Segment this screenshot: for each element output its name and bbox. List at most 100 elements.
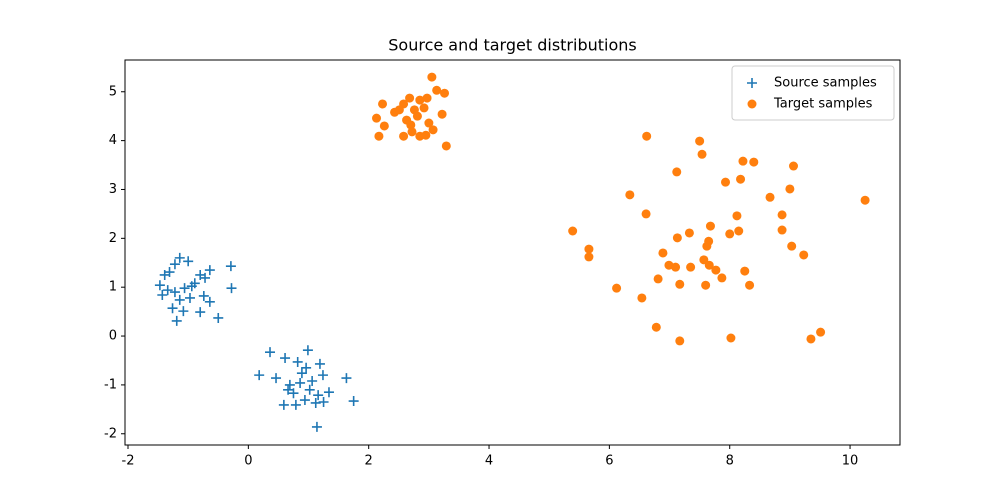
plus-marker bbox=[225, 261, 236, 272]
x-tick-label: 0 bbox=[244, 454, 252, 469]
circle-marker bbox=[671, 262, 681, 272]
circle-marker bbox=[399, 131, 409, 141]
circle-marker bbox=[584, 252, 594, 262]
circle-marker bbox=[415, 95, 425, 105]
circle-marker bbox=[612, 283, 622, 293]
plus-marker bbox=[167, 303, 178, 314]
circle-marker bbox=[860, 195, 870, 205]
plus-marker bbox=[299, 395, 310, 406]
plus-marker bbox=[195, 307, 206, 318]
x-tick-label: 6 bbox=[605, 454, 613, 469]
circle-marker bbox=[658, 248, 668, 258]
circle-marker bbox=[419, 103, 429, 113]
plus-marker bbox=[174, 252, 185, 263]
circle-marker bbox=[788, 161, 798, 171]
circle-marker bbox=[701, 280, 711, 290]
plus-marker bbox=[179, 283, 190, 294]
circle-marker bbox=[738, 156, 748, 166]
circle-marker bbox=[697, 149, 707, 159]
plus-marker bbox=[288, 388, 299, 399]
circle-marker bbox=[717, 273, 727, 283]
circle-marker bbox=[422, 93, 432, 103]
y-tick-label: 2 bbox=[109, 231, 117, 246]
legend-box bbox=[731, 65, 895, 121]
plus-marker bbox=[317, 370, 328, 381]
circle-marker bbox=[432, 85, 442, 95]
circle-marker bbox=[437, 109, 447, 119]
plus-marker bbox=[164, 267, 175, 278]
circle-marker bbox=[584, 244, 594, 254]
circle-marker bbox=[642, 131, 652, 141]
plus-marker bbox=[162, 285, 173, 296]
y-tick-label: -1 bbox=[104, 377, 117, 392]
circle-marker bbox=[734, 226, 744, 236]
plus-marker bbox=[213, 312, 224, 323]
axes-frame bbox=[124, 59, 901, 446]
circle-marker bbox=[726, 333, 736, 343]
circle-marker bbox=[625, 190, 635, 200]
circle-marker bbox=[372, 113, 382, 123]
circle-marker bbox=[711, 265, 721, 275]
circle-marker bbox=[732, 211, 742, 221]
circle-marker bbox=[684, 228, 694, 238]
x-tick-label: 2 bbox=[365, 454, 373, 469]
circle-marker bbox=[378, 99, 388, 109]
plus-marker bbox=[154, 280, 165, 291]
circle-marker bbox=[412, 111, 422, 121]
y-tick-label: 5 bbox=[109, 84, 117, 99]
circle-marker bbox=[799, 250, 809, 260]
circle-marker bbox=[785, 184, 795, 194]
y-tick-label: 3 bbox=[109, 182, 117, 197]
plus-marker bbox=[169, 287, 180, 298]
circle-marker bbox=[705, 221, 715, 231]
plus-marker bbox=[171, 315, 182, 326]
circle-marker bbox=[736, 174, 746, 184]
circle-marker bbox=[721, 177, 731, 187]
circle-marker bbox=[675, 336, 685, 346]
plus-marker bbox=[200, 272, 211, 283]
plus-marker bbox=[157, 290, 168, 301]
plus-marker bbox=[198, 290, 209, 301]
y-tick-label: 0 bbox=[109, 329, 117, 344]
plus-marker bbox=[186, 281, 197, 292]
plus-marker bbox=[278, 399, 289, 410]
plus-marker bbox=[280, 353, 291, 364]
plus-marker bbox=[313, 390, 324, 401]
y-tick-label: 1 bbox=[109, 280, 117, 295]
x-tick-label: 8 bbox=[726, 454, 734, 469]
circle-marker bbox=[806, 334, 816, 344]
plus-marker bbox=[311, 421, 322, 432]
plus-marker bbox=[178, 306, 189, 317]
circle-marker bbox=[394, 105, 404, 115]
plus-marker bbox=[307, 375, 318, 386]
plus-marker bbox=[174, 294, 185, 305]
circle-marker bbox=[672, 233, 682, 243]
circle-marker bbox=[427, 72, 437, 82]
plus-marker bbox=[284, 379, 295, 390]
circle-marker bbox=[406, 120, 416, 130]
circle-marker bbox=[704, 236, 714, 246]
circle-marker bbox=[651, 322, 661, 332]
plus-marker bbox=[271, 373, 282, 384]
legend-label: Target samples bbox=[773, 97, 873, 112]
plus-marker bbox=[226, 283, 237, 294]
circle-marker bbox=[777, 210, 787, 220]
circle-marker bbox=[641, 209, 651, 219]
circle-marker bbox=[745, 280, 755, 290]
plus-marker bbox=[183, 256, 194, 267]
circle-marker bbox=[725, 229, 735, 239]
plus-marker bbox=[295, 377, 306, 388]
circle-marker bbox=[747, 99, 757, 109]
circle-marker bbox=[653, 274, 663, 284]
circle-marker bbox=[740, 266, 750, 276]
circle-marker bbox=[749, 157, 759, 167]
y-tick-label: 4 bbox=[109, 133, 117, 148]
circle-marker bbox=[637, 293, 647, 303]
plus-marker bbox=[265, 347, 276, 358]
plus-marker bbox=[302, 345, 313, 356]
circle-marker bbox=[379, 121, 389, 131]
plus-marker bbox=[310, 397, 321, 408]
circle-marker bbox=[765, 192, 775, 202]
x-tick-label: 10 bbox=[842, 454, 859, 469]
